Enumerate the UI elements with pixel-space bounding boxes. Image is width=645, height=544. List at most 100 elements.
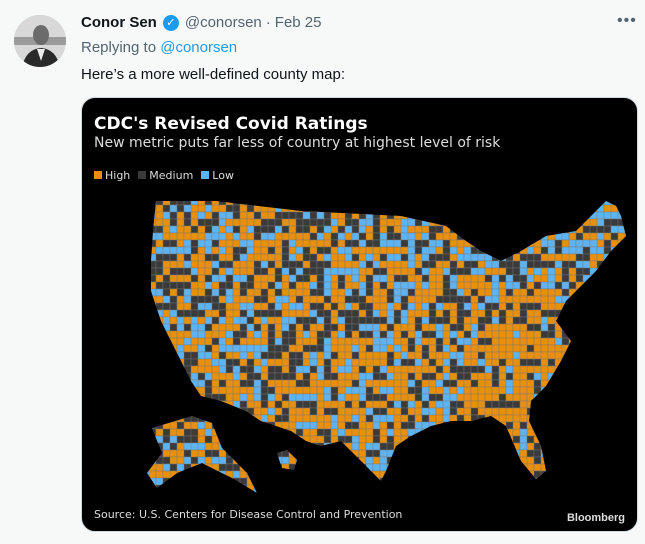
county-cell [337,246,346,255]
county-cell [365,449,374,458]
county-cell [421,442,430,451]
author-handle[interactable]: @conorsen [184,14,262,31]
county-cell [239,274,248,283]
county-cell [554,201,563,206]
county-cell [197,201,206,206]
county-cell [407,442,416,451]
county-cell [505,302,514,311]
county-cell [477,253,486,262]
county-cell [309,211,318,220]
county-cell [519,442,528,451]
county-cell [603,435,612,444]
county-cell [211,323,220,332]
county-cell [547,288,556,297]
county-cell [176,239,185,248]
county-cell [169,372,178,381]
county-cell [225,484,234,493]
county-cell [316,428,325,437]
county-cell [190,400,199,409]
county-cell [547,365,556,374]
county-cell [603,232,612,241]
county-cell [463,225,472,234]
county-cell [505,260,514,269]
county-cell [267,435,276,444]
county-cell [330,218,339,227]
county-cell [435,309,444,318]
county-cell [176,330,185,339]
avatar[interactable] [14,15,66,67]
county-cell [260,414,269,423]
county-cell [435,323,444,332]
county-cell [169,302,178,311]
county-cell [540,281,549,290]
county-cell [512,400,521,409]
county-cell [603,330,612,339]
county-cell [603,358,612,367]
county-cell [232,442,241,451]
county-cell [246,435,255,444]
county-cell [582,351,591,360]
county-cell [351,393,360,402]
county-cell [246,484,255,493]
county-cell [218,428,234,437]
county-cell [309,239,318,248]
county-cell [211,288,220,297]
county-cell [155,428,164,437]
county-cell [589,246,598,255]
county-cell [316,372,325,381]
tweet-date[interactable]: Feb 25 [274,14,322,31]
county-cell [246,323,255,332]
county-cell [204,211,213,220]
county-cell [561,330,570,339]
county-cell [498,463,507,472]
county-cell [442,211,458,220]
replying-handle-link[interactable]: @conorsen [160,39,238,56]
county-cell [260,393,269,402]
county-cell [470,281,479,290]
county-cell [267,288,276,297]
county-cell [610,484,619,493]
county-cell [232,201,241,206]
county-cell [463,428,479,437]
county-cell [596,288,605,297]
county-cell [358,358,367,367]
county-cell [442,449,451,458]
county-cell [470,393,479,402]
author-name[interactable]: Conor Sen [81,14,157,31]
county-cell [246,351,255,360]
county-cell [526,421,542,430]
county-cell [281,288,290,297]
county-cell [232,456,248,465]
county-cell [456,442,465,451]
county-cell [309,463,325,472]
county-cell [204,288,213,297]
county-cell [442,204,451,213]
county-cell [281,456,290,465]
county-cell [393,239,402,248]
county-cell [414,302,423,311]
county-cell [162,491,171,493]
county-cell [190,281,199,290]
county-cell [484,386,493,395]
county-cell [358,309,367,318]
county-cell [400,393,409,402]
county-cell [309,201,325,206]
county-cell [260,365,269,374]
county-cell [260,372,269,381]
county-cell [323,442,339,451]
tweet-image[interactable]: CDC's Revised Covid Ratings New metric p… [81,97,638,532]
county-cell [365,442,374,451]
county-cell [456,428,465,437]
more-horizontal-icon[interactable]: ••• [617,12,637,29]
county-cell [407,253,416,262]
county-cell [358,274,367,283]
county-cell [358,449,367,458]
county-cell [512,442,521,451]
county-cell [484,470,493,479]
county-cell [575,456,584,465]
county-cell [169,428,178,437]
county-cell [491,491,500,493]
county-cell [561,470,570,479]
county-cell [288,470,297,479]
county-cell [477,449,486,458]
